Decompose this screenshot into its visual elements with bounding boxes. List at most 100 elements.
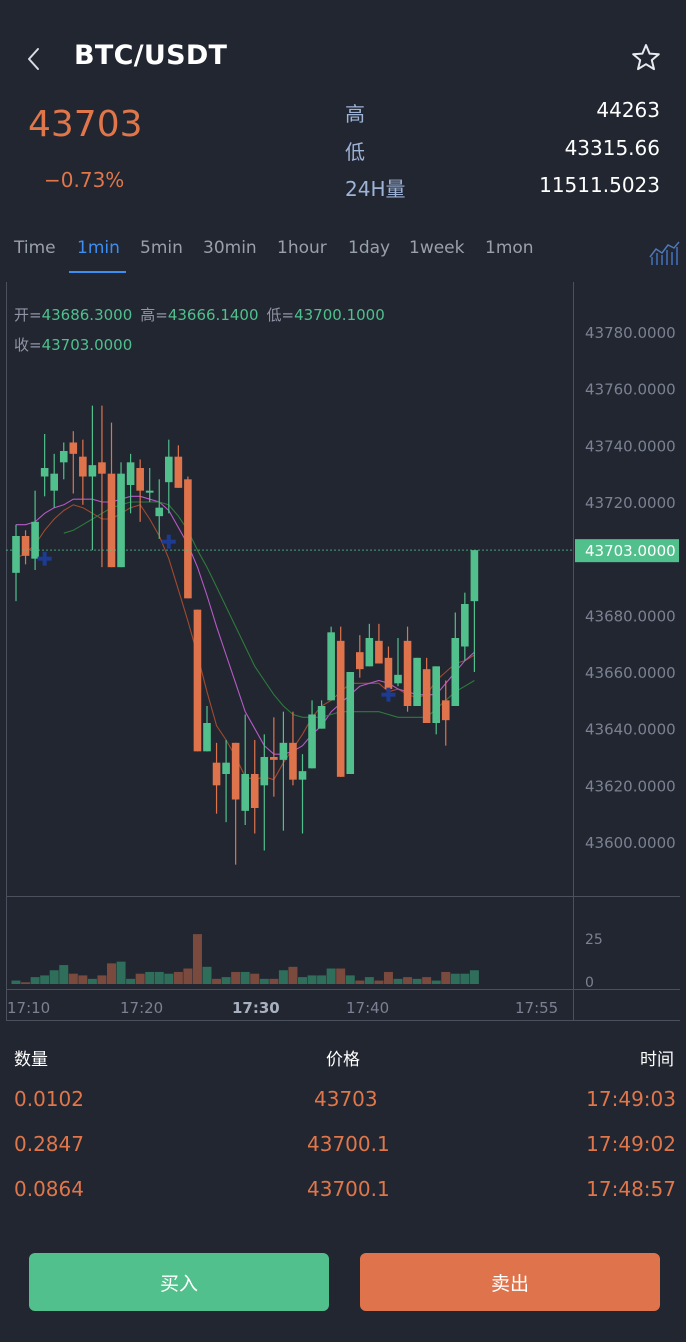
candle-body — [193, 609, 202, 752]
candle-body — [384, 657, 393, 689]
volume-bar — [212, 978, 222, 984]
volume-tick-label: 0 — [585, 975, 594, 991]
tab-1week[interactable]: 1week — [409, 238, 465, 258]
low-label: 低 — [345, 140, 365, 164]
trade-marker-icon — [161, 534, 176, 549]
tab-5min[interactable]: 5min — [140, 238, 183, 258]
volume-tick-label: 25 — [585, 932, 603, 948]
volume-bar — [355, 980, 365, 984]
tab-1mon[interactable]: 1mon — [485, 238, 534, 258]
volume-bar — [231, 971, 241, 984]
volume-bar — [336, 968, 346, 984]
trade-time: 17:49:02 — [586, 1132, 676, 1156]
candle-body — [327, 632, 335, 701]
back-chevron-icon[interactable] — [22, 44, 46, 74]
volume-bar — [97, 975, 107, 984]
candle-body — [31, 521, 39, 559]
candle-body — [279, 742, 288, 760]
trades-header-amount: 数量 — [14, 1050, 48, 1070]
volume-bar — [116, 961, 126, 984]
price-tick-label: 43600.0000 — [585, 834, 676, 852]
volume-bar — [221, 977, 231, 984]
trades-header-price: 价格 — [326, 1050, 360, 1070]
candle-body — [79, 456, 87, 477]
candle-body — [203, 723, 211, 752]
volume-bar — [403, 977, 413, 984]
volume-bar — [441, 971, 451, 984]
star-icon[interactable] — [630, 42, 662, 74]
candle-body — [155, 507, 164, 517]
volume-bar — [87, 978, 97, 984]
tab-30min[interactable]: 30min — [203, 238, 257, 258]
pair-title: BTC/USDT — [74, 40, 228, 71]
trade-price: 43703 — [314, 1087, 378, 1111]
chart-canvas[interactable]: 43780.0000 43760.0000 43740.0000 43720.0000… — [0, 282, 686, 1022]
candle-body — [289, 742, 297, 780]
candle-body — [394, 674, 402, 684]
sell-button[interactable]: 卖出 — [360, 1253, 660, 1311]
candle-body — [250, 774, 259, 808]
candle-body — [441, 700, 450, 721]
volume-bar — [126, 978, 136, 984]
candle-body — [136, 468, 144, 491]
volume-bar — [135, 973, 145, 984]
candle-body — [12, 536, 20, 573]
price-tick-label: 43740.0000 — [585, 437, 676, 455]
time-tick-label: 17:10 — [7, 999, 50, 1017]
volume-bar — [422, 977, 432, 984]
volume-bar — [460, 973, 470, 984]
current-price-badge — [575, 539, 679, 563]
volume-bar — [326, 968, 336, 984]
volume-bar — [59, 965, 69, 984]
volume-label: 24H量 — [345, 177, 406, 201]
chart-indicator-icon[interactable] — [648, 240, 680, 266]
time-tick-label: 17:20 — [120, 999, 163, 1017]
candlestick-chart[interactable]: 43780.0000 43760.0000 43740.0000 43720.0000… — [0, 282, 686, 1026]
trade-marker-icon — [381, 687, 396, 702]
tab-1day[interactable]: 1day — [348, 238, 391, 258]
volume-bar — [240, 971, 250, 984]
candle-body — [212, 762, 221, 786]
candle-body — [432, 666, 440, 723]
trade-amount: 0.0102 — [14, 1087, 84, 1111]
candle-body — [270, 757, 278, 760]
buy-button[interactable]: 买入 — [29, 1253, 329, 1311]
trade-amount: 0.2847 — [14, 1132, 84, 1156]
trade-time: 17:49:03 — [586, 1087, 676, 1111]
volume-bar — [307, 975, 317, 984]
volume-bar — [259, 978, 269, 984]
trade-time: 17:48:57 — [586, 1177, 676, 1201]
candle-body — [126, 462, 135, 485]
price-tick-label: 43780.0000 — [585, 324, 676, 342]
candle-body — [375, 640, 383, 664]
candle-body — [451, 638, 460, 706]
volume-bar — [68, 973, 78, 984]
tab-time[interactable]: Time — [14, 238, 56, 258]
candle-body — [107, 473, 116, 568]
price-tick-label: 43640.0000 — [585, 721, 676, 739]
candle-body — [117, 473, 125, 568]
candle-body — [413, 657, 421, 706]
candle-body — [308, 714, 316, 769]
volume-bar — [450, 973, 460, 984]
low-value: 43315.66 — [564, 136, 660, 160]
volume-bar — [183, 968, 193, 984]
current-price-label: 43703.0000 — [585, 542, 676, 560]
volume-bar — [192, 934, 202, 984]
tab-1min[interactable]: 1min — [77, 238, 120, 258]
candle-body — [241, 774, 249, 811]
candle-body — [174, 456, 183, 488]
volume-bar — [250, 973, 260, 984]
volume-bar — [21, 982, 31, 984]
volume-bar — [154, 971, 164, 984]
volume-bar — [288, 966, 298, 984]
last-price: 43703 — [28, 104, 143, 145]
volume-bar — [107, 963, 116, 984]
tab-1hour[interactable]: 1hour — [277, 238, 327, 258]
volume-bar — [298, 977, 307, 984]
volume-bar — [345, 975, 355, 984]
price-tick-label: 43760.0000 — [585, 381, 676, 399]
volume-bar — [469, 970, 479, 984]
candle-body — [40, 468, 49, 477]
price-tick-label: 43660.0000 — [585, 664, 676, 682]
